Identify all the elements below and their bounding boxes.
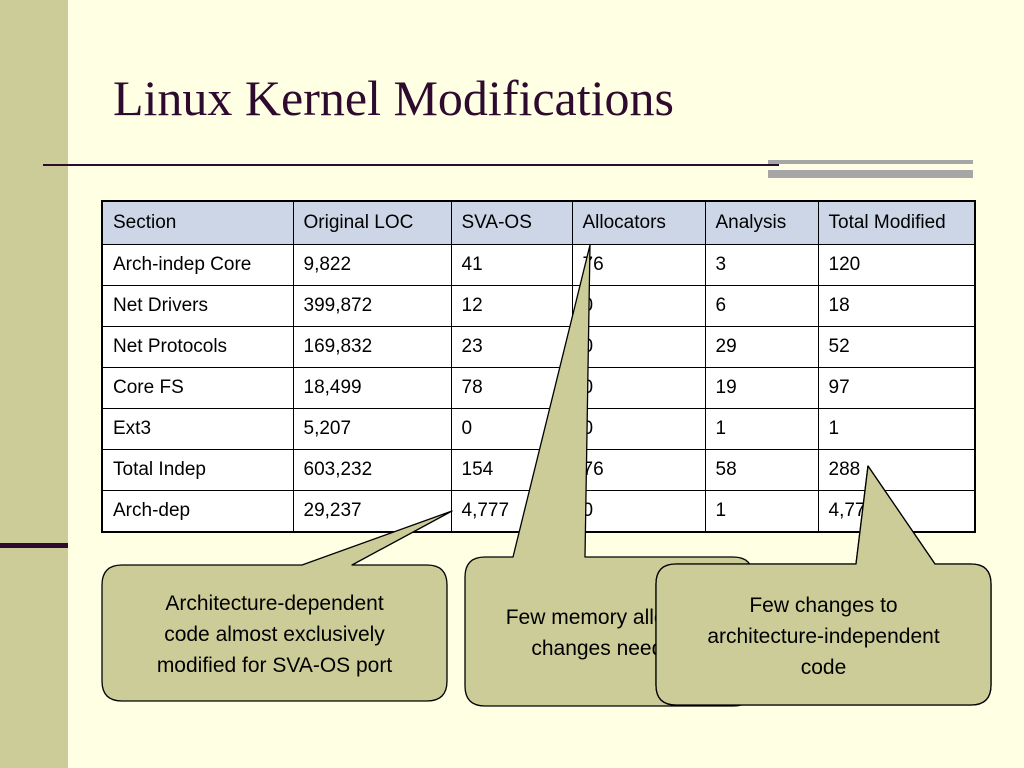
table-cell: 169,832 bbox=[292, 326, 452, 368]
column-header-allocators: Allocators bbox=[571, 200, 706, 245]
table-cell: 5,207 bbox=[292, 408, 452, 450]
table-cell: 1 bbox=[704, 490, 819, 533]
table-cell: 1 bbox=[704, 408, 819, 450]
modifications-table: Section Original LOC SVA-OS Allocators A… bbox=[101, 200, 976, 533]
left-sidebar-band bbox=[0, 0, 68, 768]
table-cell: 0 bbox=[571, 285, 706, 327]
table-cell: 0 bbox=[571, 408, 706, 450]
table-cell: 3 bbox=[704, 244, 819, 286]
table-cell: 6 bbox=[704, 285, 819, 327]
table-cell: 58 bbox=[704, 449, 819, 491]
table-cell: Net Protocols bbox=[101, 326, 294, 368]
table-cell: 52 bbox=[817, 326, 976, 368]
title-accent-bar-thick bbox=[768, 170, 973, 178]
table-cell: 288 bbox=[817, 449, 976, 491]
slide-title: Linux Kernel Modifications bbox=[113, 70, 674, 126]
table-cell: Ext3 bbox=[101, 408, 294, 450]
table-cell: 12 bbox=[450, 285, 573, 327]
table-cell: 0 bbox=[571, 490, 706, 533]
table-cell: 19 bbox=[704, 367, 819, 409]
title-underline bbox=[43, 164, 779, 166]
column-header-analysis: Analysis bbox=[704, 200, 819, 245]
table-cell: 23 bbox=[450, 326, 573, 368]
table-cell: Total Indep bbox=[101, 449, 294, 491]
table-row: Ext3 5,207 0 0 1 1 bbox=[101, 408, 976, 450]
table-cell: Core FS bbox=[101, 367, 294, 409]
table-cell: 97 bbox=[817, 367, 976, 409]
column-header-total-modified: Total Modified bbox=[817, 200, 976, 245]
table-cell: 76 bbox=[571, 449, 706, 491]
table-cell: Arch-indep Core bbox=[101, 244, 294, 286]
callout-arch-dep-bubble bbox=[101, 510, 453, 702]
table-cell: 120 bbox=[817, 244, 976, 286]
table-row: Core FS 18,499 78 0 19 97 bbox=[101, 367, 976, 409]
callout-indep-bubble-front bbox=[655, 465, 992, 706]
title-accent-bar bbox=[768, 160, 973, 164]
table-cell: 603,232 bbox=[292, 449, 452, 491]
column-header-original-loc: Original LOC bbox=[292, 200, 452, 245]
table-cell: 1 bbox=[817, 408, 976, 450]
table-cell: 41 bbox=[450, 244, 573, 286]
table-cell: Arch-dep bbox=[101, 490, 294, 533]
table-cell: 18,499 bbox=[292, 367, 452, 409]
table-cell: 9,822 bbox=[292, 244, 452, 286]
table-row: Arch-indep Core 9,822 41 76 3 120 bbox=[101, 244, 976, 286]
left-divider-rule bbox=[0, 543, 68, 548]
table-cell: 399,872 bbox=[292, 285, 452, 327]
table-cell: 76 bbox=[571, 244, 706, 286]
